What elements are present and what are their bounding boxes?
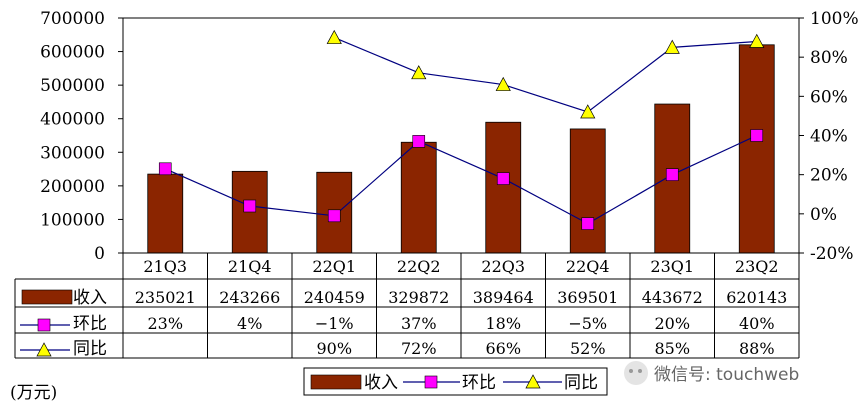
table-cell: 243266 [219, 288, 280, 307]
bar-23Q2 [738, 44, 775, 254]
legend-label: 环比 [462, 373, 496, 393]
legend-key-square [424, 375, 438, 389]
category-label: 22Q3 [481, 257, 525, 276]
mom-line [165, 134, 758, 225]
table-cell: 443672 [642, 288, 703, 307]
legend: 收入 环比 同比 [303, 367, 608, 396]
category-label: 22Q2 [397, 257, 441, 276]
legend-key-triangle [525, 374, 541, 389]
right-tick-label: 60% [810, 87, 848, 107]
table-cell: 37% [401, 314, 437, 333]
table-cell: 90% [316, 339, 352, 358]
right-tick-label: -20% [810, 244, 854, 264]
table-cell: 369501 [557, 288, 618, 307]
table-cell: 88% [739, 339, 775, 358]
left-tick-label: 0 [94, 244, 105, 264]
table-cell: 620143 [726, 288, 787, 307]
table-cell: 240459 [304, 288, 365, 307]
category-label: 21Q3 [143, 257, 187, 276]
mom-point-21Q3 [158, 162, 172, 176]
legend-label: 收入 [364, 373, 398, 393]
right-tick-label: 0% [810, 205, 837, 225]
table-row-label: 收入 [73, 288, 107, 308]
plot-area [123, 18, 799, 253]
left-tick-label: 100000 [40, 210, 105, 230]
bar-22Q3 [485, 121, 522, 254]
category-label: 22Q4 [566, 257, 610, 276]
mom-point-22Q3 [496, 172, 510, 185]
table-cell: 18% [485, 314, 521, 333]
table-cell: 389464 [473, 288, 534, 307]
category-label: 21Q4 [228, 257, 272, 276]
right-tick-label: 20% [810, 166, 848, 186]
table-cell: 329872 [388, 288, 449, 307]
table-cell: −5% [568, 314, 607, 333]
table-key-square [37, 318, 51, 332]
mom-point-22Q4 [581, 217, 595, 230]
right-tick-label: 40% [810, 127, 848, 147]
table-cell: 235021 [135, 288, 196, 307]
yoy-point-22Q3 [495, 76, 511, 91]
mom-point-21Q4 [243, 199, 257, 213]
left-tick-label: 200000 [40, 177, 105, 197]
category-label: 22Q1 [312, 257, 356, 276]
mom-point-23Q1 [665, 168, 679, 181]
table-key-bar [21, 289, 73, 305]
right-tick-label: 100% [810, 9, 859, 29]
yoy-point-23Q2 [749, 33, 765, 48]
table-cell: 40% [739, 314, 775, 333]
bar-22Q2 [400, 141, 437, 254]
yoy-line [334, 37, 757, 113]
right-tick-label: 80% [810, 48, 848, 68]
left-tick-label: 400000 [40, 110, 105, 130]
yoy-point-23Q1 [664, 39, 680, 54]
bar-21Q3 [147, 173, 184, 254]
table-cell: 66% [485, 339, 521, 358]
mom-point-22Q1 [327, 209, 341, 223]
yoy-point-22Q4 [580, 104, 596, 119]
mom-point-23Q2 [750, 129, 764, 142]
table-key-triangle [36, 342, 52, 357]
table-cell: 4% [237, 314, 262, 333]
left-tick-label: 700000 [40, 9, 105, 29]
bar-22Q4 [569, 128, 606, 254]
legend-key-bar [310, 374, 362, 390]
table-cell: −1% [315, 314, 354, 333]
category-label: 23Q2 [735, 257, 779, 276]
watermark: 微信号: touchweb [624, 361, 799, 385]
table-cell: 85% [654, 339, 690, 358]
yoy-point-22Q2 [411, 65, 427, 80]
table-cell: 20% [654, 314, 690, 333]
left-tick-label: 500000 [40, 76, 105, 96]
left-tick-label: 300000 [40, 143, 105, 163]
wechat-icon-eye-right [638, 369, 642, 373]
left-tick-label: 600000 [40, 43, 105, 63]
wechat-icon-eye-left [629, 369, 633, 373]
watermark-text: 微信号: touchweb [654, 365, 799, 385]
legend-label: 同比 [564, 373, 598, 393]
yoy-point-22Q1 [326, 29, 342, 44]
wechat-icon [624, 361, 648, 385]
table-cell: 52% [570, 339, 606, 358]
table-cell: 23% [147, 314, 183, 333]
table-row-label: 环比 [73, 314, 107, 334]
category-label: 23Q1 [650, 257, 694, 276]
mom-point-22Q2 [412, 135, 426, 148]
table-cell: 72% [401, 339, 437, 358]
unit-label: (万元) [10, 383, 57, 403]
table-row-label: 同比 [73, 339, 107, 359]
